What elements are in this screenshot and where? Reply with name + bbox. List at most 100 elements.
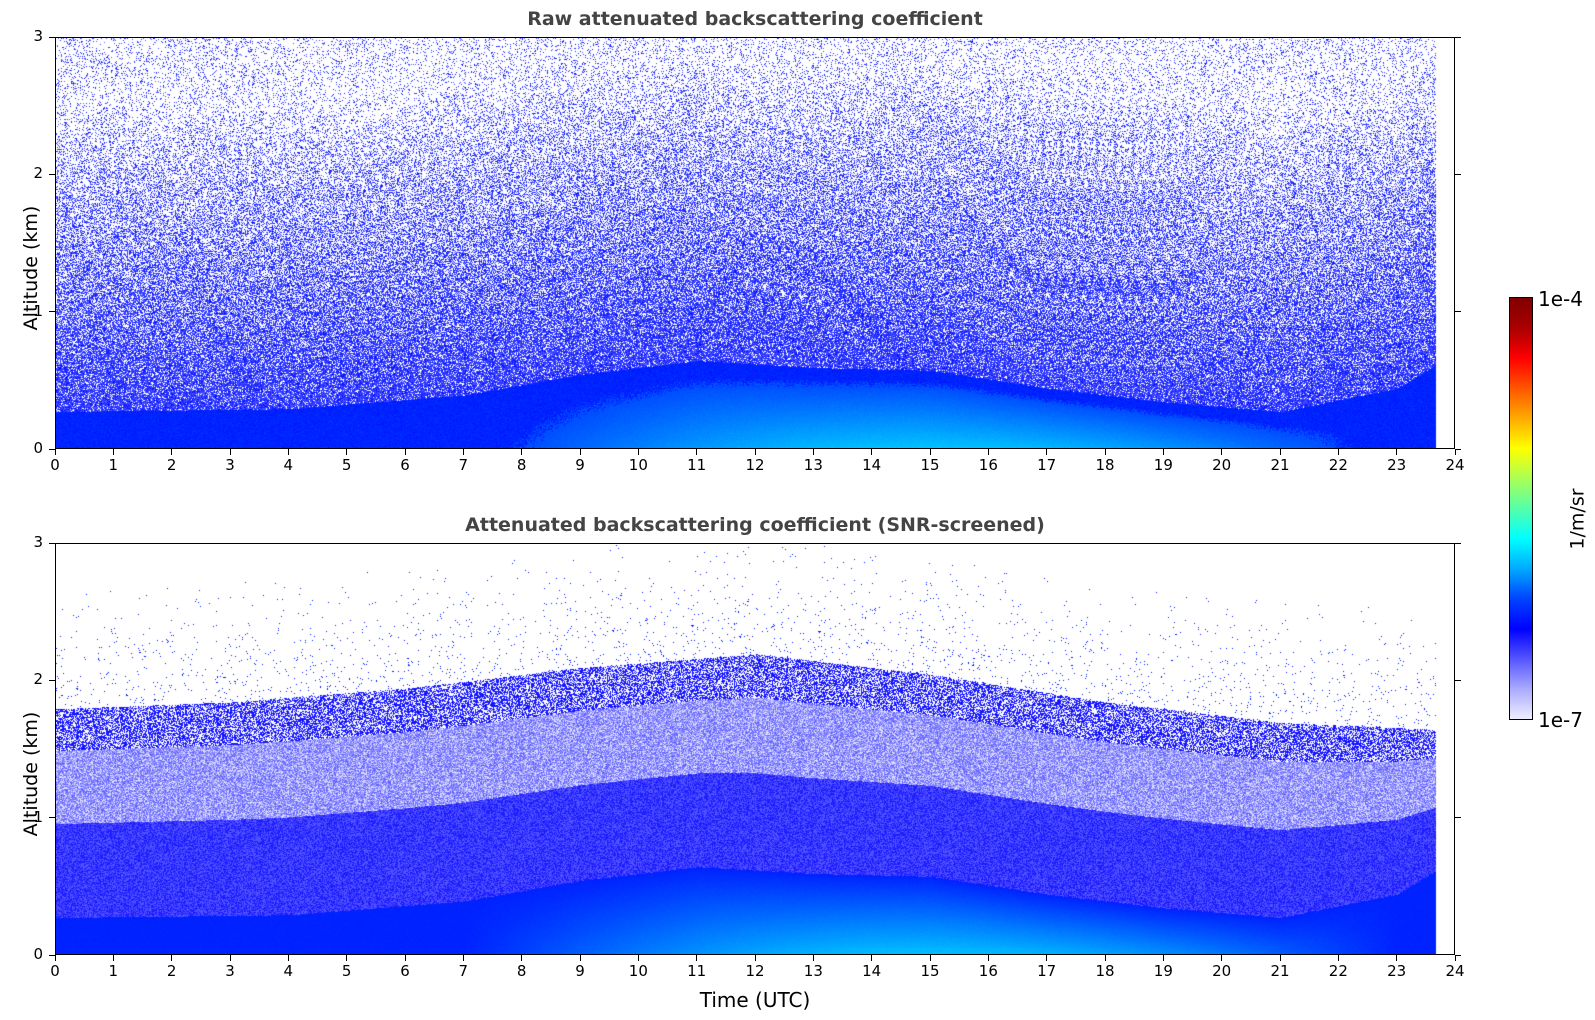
y-tick-label: 2 <box>33 164 43 183</box>
x-tick-mark <box>229 955 231 961</box>
x-tick-mark <box>579 955 581 961</box>
x-tick-label: 16 <box>978 962 998 980</box>
x-tick-label: 1 <box>108 962 119 980</box>
x-tick-mark <box>637 449 639 455</box>
y-tick-mark <box>1455 448 1461 450</box>
x-tick-label: 5 <box>341 456 352 474</box>
bottom-chart-title: Attenuated backscattering coefficient (S… <box>465 514 1045 536</box>
x-tick-label: 18 <box>1095 962 1115 980</box>
x-tick-label: 8 <box>516 962 527 980</box>
x-tick-label: 14 <box>862 962 882 980</box>
x-tick-label: 24 <box>1445 962 1465 980</box>
x-tick-label: 2 <box>166 962 177 980</box>
x-tick-label: 13 <box>803 962 823 980</box>
x-tick-mark <box>929 449 931 455</box>
x-tick-label: 11 <box>687 456 707 474</box>
x-tick-label: 22 <box>1328 962 1348 980</box>
y-tick-mark <box>1455 173 1461 175</box>
bottom-heatmap-canvas <box>56 544 1454 954</box>
x-tick-mark <box>1104 449 1106 455</box>
x-tick-mark <box>112 449 114 455</box>
y-tick-mark <box>49 542 55 544</box>
x-tick-mark <box>1454 449 1456 455</box>
colorbar-unit-label: 1/m/sr <box>1566 488 1589 550</box>
x-tick-mark <box>1221 449 1223 455</box>
x-tick-mark <box>287 955 289 961</box>
x-tick-mark <box>1046 955 1048 961</box>
x-tick-mark <box>1337 955 1339 961</box>
x-tick-mark <box>1396 955 1398 961</box>
x-tick-mark <box>754 449 756 455</box>
x-tick-mark <box>1162 955 1164 961</box>
x-tick-mark <box>579 449 581 455</box>
y-tick-label: 0 <box>33 945 43 963</box>
x-tick-label: 5 <box>341 962 352 980</box>
y-tick-mark <box>49 311 55 313</box>
x-tick-mark <box>521 955 523 961</box>
x-tick-label: 20 <box>1212 962 1232 980</box>
colorbar-max-label: 1e-4 <box>1538 287 1583 311</box>
x-tick-label: 22 <box>1328 456 1348 474</box>
x-tick-label: 17 <box>1037 456 1057 474</box>
x-tick-mark <box>54 449 56 455</box>
x-axis-label: Time (UTC) <box>699 988 811 1012</box>
bottom-heatmap-plot <box>55 543 1455 955</box>
x-tick-mark <box>987 955 989 961</box>
x-tick-label: 20 <box>1212 456 1232 474</box>
x-tick-mark <box>462 449 464 455</box>
x-tick-label: 24 <box>1445 456 1465 474</box>
x-tick-label: 3 <box>225 456 235 474</box>
x-tick-mark <box>521 449 523 455</box>
x-tick-mark <box>404 449 406 455</box>
y-tick-label: 2 <box>33 670 43 689</box>
x-tick-mark <box>696 449 698 455</box>
x-tick-label: 8 <box>516 456 527 474</box>
x-tick-label: 9 <box>575 962 585 980</box>
x-tick-mark <box>1104 955 1106 961</box>
y-tick-mark <box>49 173 55 175</box>
y-tick-mark <box>1455 36 1461 38</box>
x-tick-mark <box>54 955 56 961</box>
x-tick-label: 11 <box>687 962 707 980</box>
x-tick-label: 15 <box>920 456 940 474</box>
x-tick-label: 10 <box>628 962 648 980</box>
x-tick-label: 0 <box>50 962 60 980</box>
x-tick-label: 7 <box>458 456 469 474</box>
x-tick-label: 23 <box>1387 456 1407 474</box>
x-tick-mark <box>1279 449 1281 455</box>
y-tick-mark <box>1455 954 1461 956</box>
x-tick-label: 6 <box>400 962 410 980</box>
x-tick-mark <box>462 955 464 961</box>
x-tick-label: 16 <box>978 456 998 474</box>
colorbar <box>1509 297 1533 720</box>
x-tick-mark <box>229 449 231 455</box>
y-tick-label: 3 <box>33 27 43 45</box>
x-tick-mark <box>871 449 873 455</box>
x-tick-mark <box>929 955 931 961</box>
x-tick-mark <box>1396 449 1398 455</box>
x-tick-label: 21 <box>1270 456 1290 474</box>
x-tick-mark <box>171 449 173 455</box>
x-tick-mark <box>812 449 814 455</box>
x-tick-label: 0 <box>50 456 60 474</box>
x-tick-mark <box>1337 449 1339 455</box>
y-tick-mark <box>1455 679 1461 681</box>
x-tick-label: 4 <box>283 456 294 474</box>
x-tick-mark <box>1279 955 1281 961</box>
colorbar-min-label: 1e-7 <box>1538 708 1583 732</box>
top-heatmap-canvas <box>56 38 1454 448</box>
y-tick-label: 3 <box>33 533 43 551</box>
y-tick-label: 1 <box>33 301 43 320</box>
y-tick-mark <box>49 679 55 681</box>
x-tick-mark <box>1162 449 1164 455</box>
x-tick-label: 12 <box>745 962 765 980</box>
x-tick-label: 6 <box>400 456 410 474</box>
x-tick-mark <box>287 449 289 455</box>
x-tick-label: 7 <box>458 962 469 980</box>
x-tick-mark <box>1221 955 1223 961</box>
x-tick-label: 18 <box>1095 456 1115 474</box>
x-tick-label: 21 <box>1270 962 1290 980</box>
y-tick-label: 0 <box>33 439 43 457</box>
x-tick-label: 2 <box>166 456 177 474</box>
top-heatmap-plot <box>55 37 1455 449</box>
